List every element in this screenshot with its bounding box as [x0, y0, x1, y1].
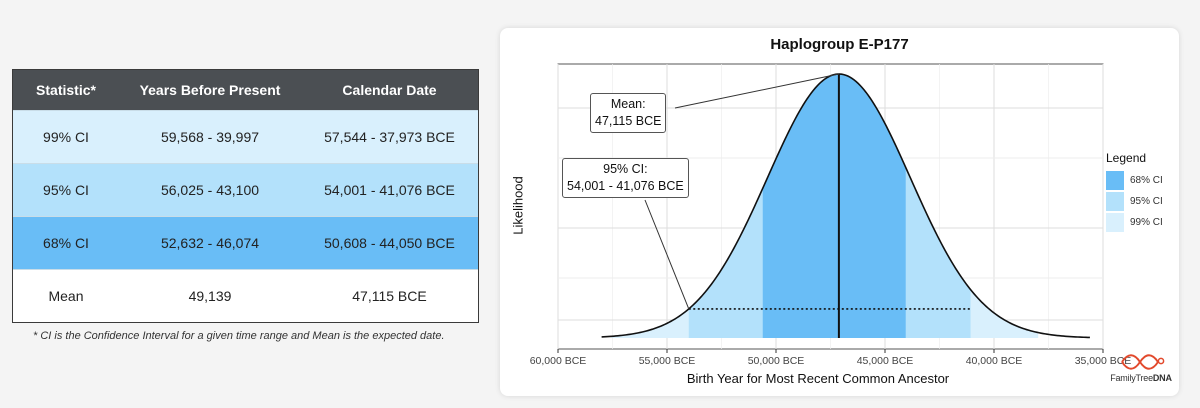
- y-axis-title: Likelihood: [510, 176, 526, 235]
- chart-legend: Legend 68% CI 95% CI 99% CI: [1106, 151, 1163, 233]
- legend-item: 68% CI: [1106, 170, 1163, 191]
- calendar-date-cell: 57,544 - 37,973 BCE: [301, 110, 478, 164]
- legend-label: 99% CI: [1130, 217, 1163, 228]
- statistic-cell: 68% CI: [13, 216, 119, 270]
- density-curve-group: [601, 73, 1090, 339]
- x-tick-label: 60,000 BCE: [529, 355, 587, 367]
- column-header-calendar-date: Calendar Date: [301, 70, 478, 111]
- chart-svg: [557, 63, 1104, 353]
- legend-label: 95% CI: [1130, 196, 1163, 207]
- dna-helix-icon: [1121, 354, 1165, 370]
- chart-title: Haplogroup E-P177: [770, 36, 909, 53]
- table-row: 95% CI 56,025 - 43,100 54,001 - 41,076 B…: [13, 163, 478, 217]
- ci95-annotation: 95% CI: 54,001 - 41,076 BCE: [562, 158, 689, 198]
- legend-swatch: [1106, 213, 1124, 232]
- annotation-leaders: [644, 73, 839, 310]
- column-header-years-before-present: Years Before Present: [119, 70, 301, 111]
- x-tick-label: 40,000 BCE: [965, 355, 1023, 367]
- calendar-date-cell: 50,608 - 44,050 BCE: [301, 216, 478, 270]
- x-tick-label: 35,000 BCE: [1074, 355, 1132, 367]
- ci68-band: [762, 74, 906, 338]
- legend-swatch: [1106, 192, 1124, 211]
- legend-label: 68% CI: [1130, 175, 1163, 186]
- mean-annotation: Mean: 47,115 BCE: [590, 93, 667, 133]
- x-axis-title: Birth Year for Most Recent Common Ancest…: [686, 371, 950, 386]
- calendar-date-cell: 47,115 BCE: [301, 269, 478, 322]
- legend-item: 95% CI: [1106, 191, 1163, 212]
- mean-annotation-line2: 47,115 BCE: [595, 114, 662, 128]
- legend-swatch: [1106, 171, 1124, 190]
- mean-leader-line: [674, 73, 839, 109]
- years-before-present-cell: 56,025 - 43,100: [119, 163, 301, 217]
- statistic-cell: 95% CI: [13, 163, 119, 217]
- table-row: Mean 49,139 47,115 BCE: [13, 269, 478, 322]
- ci-bands: [611, 74, 1039, 338]
- familytreedna-logo: FamilyTreeDNA: [1108, 351, 1174, 391]
- legend-item: 99% CI: [1106, 212, 1163, 233]
- logo-text-family: FamilyTree: [1110, 373, 1153, 383]
- ci95-annotation-line1: 95% CI:: [603, 162, 648, 176]
- x-axis-ticks: [557, 349, 1104, 353]
- years-before-present-cell: 59,568 - 39,997: [119, 110, 301, 164]
- column-header-statistic: Statistic*: [13, 70, 119, 111]
- legend-title: Legend: [1106, 151, 1147, 165]
- calendar-date-cell: 54,001 - 41,076 BCE: [301, 163, 478, 217]
- table-row: 99% CI 59,568 - 39,997 57,544 - 37,973 B…: [13, 110, 478, 164]
- mean-annotation-line1: Mean:: [610, 97, 646, 111]
- logo-text-dna: DNA: [1152, 373, 1172, 383]
- x-tick-label: 45,000 BCE: [856, 355, 914, 367]
- x-tick-label: 50,000 BCE: [747, 355, 805, 367]
- statistics-table-container: Statistic* Years Before Present Calendar…: [12, 69, 479, 323]
- ci95-annotation-line2: 54,001 - 41,076 BCE: [567, 179, 684, 193]
- statistic-cell: Mean: [13, 269, 119, 322]
- table-header-row: Statistic* Years Before Present Calendar…: [13, 70, 478, 111]
- statistics-table: Statistic* Years Before Present Calendar…: [13, 70, 478, 322]
- statistic-cell: 99% CI: [13, 110, 119, 164]
- chart-card: Haplogroup E-P177 Birth Year for Most Re…: [500, 28, 1179, 396]
- table-footnote: * CI is the Confidence Interval for a gi…: [33, 330, 445, 342]
- table-row: 68% CI 52,632 - 46,074 50,608 - 44,050 B…: [13, 216, 478, 270]
- density-curve: [601, 73, 1090, 339]
- years-before-present-cell: 49,139: [119, 269, 301, 322]
- logo-wordmark: FamilyTreeDNA: [1108, 373, 1174, 383]
- x-tick-label: 55,000 BCE: [638, 355, 696, 367]
- ci95-leader-line: [644, 199, 690, 310]
- years-before-present-cell: 52,632 - 46,074: [119, 216, 301, 270]
